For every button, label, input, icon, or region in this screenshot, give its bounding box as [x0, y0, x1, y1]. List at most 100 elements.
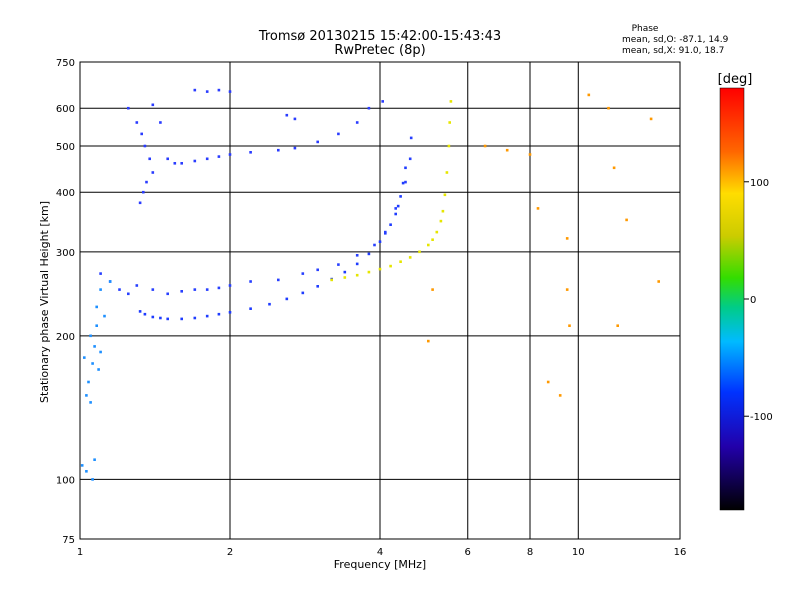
- data-point: [293, 146, 297, 150]
- grid-lines: [80, 62, 680, 539]
- data-point: [408, 157, 412, 161]
- data-point: [293, 117, 297, 121]
- data-point: [166, 317, 169, 321]
- colorbar-tick-label: 100: [750, 178, 769, 189]
- data-point: [401, 181, 405, 185]
- data-point: [85, 470, 88, 473]
- x-tick-label: 2: [227, 547, 233, 558]
- data-point: [528, 153, 532, 156]
- data-point: [343, 276, 347, 279]
- data-point: [355, 254, 359, 257]
- data-point: [565, 237, 569, 240]
- y-tick-label: 500: [56, 142, 75, 153]
- data-point: [228, 311, 232, 314]
- data-point: [337, 263, 340, 266]
- data-point: [180, 317, 183, 321]
- data-point: [91, 478, 94, 481]
- x-tick-labels: 1 2 4 6 8 10 16: [77, 547, 687, 558]
- data-point: [445, 171, 449, 174]
- data-point: [373, 243, 376, 247]
- data-point: [89, 401, 92, 404]
- data-point: [431, 238, 434, 241]
- data-point: [103, 314, 106, 318]
- data-point: [399, 260, 402, 263]
- y-tick-label: 750: [56, 58, 75, 69]
- data-point: [95, 324, 98, 327]
- data-point: [285, 297, 289, 301]
- data-point: [193, 159, 197, 163]
- data-point: [193, 316, 197, 320]
- data-point: [301, 291, 305, 295]
- data-point: [159, 121, 162, 124]
- data-point: [536, 207, 540, 210]
- chart-title: Tromsø 20130215 15:42:00-15:43:43: [258, 29, 501, 44]
- data-point: [649, 117, 653, 121]
- x-tick-label: 10: [572, 547, 585, 558]
- data-point: [127, 106, 130, 110]
- phase-stats-heading: Phase: [632, 24, 659, 34]
- data-point: [143, 144, 147, 148]
- data-point: [99, 288, 102, 291]
- chart-subtitle: RwPretec (8p): [334, 43, 425, 58]
- data-point: [135, 121, 139, 124]
- data-point: [330, 278, 333, 282]
- data-point: [367, 252, 371, 256]
- series-points: [138, 166, 407, 321]
- data-point: [483, 144, 487, 148]
- data-point: [95, 305, 98, 309]
- data-point: [607, 106, 610, 110]
- data-point: [205, 314, 209, 318]
- x-tick-label: 1: [77, 547, 83, 558]
- data-point: [145, 180, 148, 184]
- x-tick-label: 8: [527, 547, 533, 558]
- data-point: [148, 157, 151, 161]
- data-point: [427, 243, 430, 247]
- data-point: [378, 267, 382, 271]
- data-point: [249, 280, 252, 283]
- data-point: [441, 209, 445, 213]
- data-point: [80, 464, 84, 467]
- data-point: [166, 292, 169, 296]
- x-tick-label: 16: [674, 547, 687, 558]
- data-point: [431, 288, 434, 291]
- data-point: [217, 312, 221, 316]
- data-point: [565, 288, 569, 291]
- colorbar-tick-label: -100: [750, 412, 773, 423]
- data-point: [443, 193, 447, 197]
- data-point: [355, 121, 359, 124]
- data-point: [151, 315, 155, 319]
- data-point: [367, 270, 371, 274]
- data-point: [87, 380, 90, 384]
- series-points: [99, 136, 413, 296]
- x-tick-label: 4: [377, 547, 383, 558]
- phase-stats-x: mean, sd,X: 91.0, 18.7: [622, 46, 724, 56]
- colorbar-ticks: 100 0 -100: [744, 178, 773, 423]
- data-point: [568, 324, 571, 327]
- series-points: [427, 93, 660, 397]
- data-point: [180, 162, 183, 165]
- x-axis-label: Frequency [MHz]: [334, 558, 426, 571]
- data-point: [151, 171, 155, 174]
- data-point: [93, 458, 96, 461]
- data-point: [409, 136, 413, 140]
- data-point: [193, 288, 197, 291]
- data-point: [138, 201, 142, 205]
- data-point: [193, 88, 197, 92]
- data-point: [127, 292, 130, 296]
- data-point: [343, 270, 347, 274]
- data-point: [558, 394, 562, 397]
- data-point: [228, 284, 232, 287]
- data-point: [389, 264, 392, 268]
- data-point: [505, 148, 509, 152]
- series-points: [193, 88, 384, 144]
- data-point: [249, 307, 252, 310]
- data-point: [316, 140, 319, 144]
- y-tick-label: 300: [56, 248, 75, 259]
- data-point: [301, 272, 305, 275]
- data-points: [80, 88, 660, 481]
- data-point: [367, 106, 371, 110]
- data-point: [249, 151, 252, 154]
- data-point: [217, 155, 221, 158]
- data-point: [394, 212, 397, 216]
